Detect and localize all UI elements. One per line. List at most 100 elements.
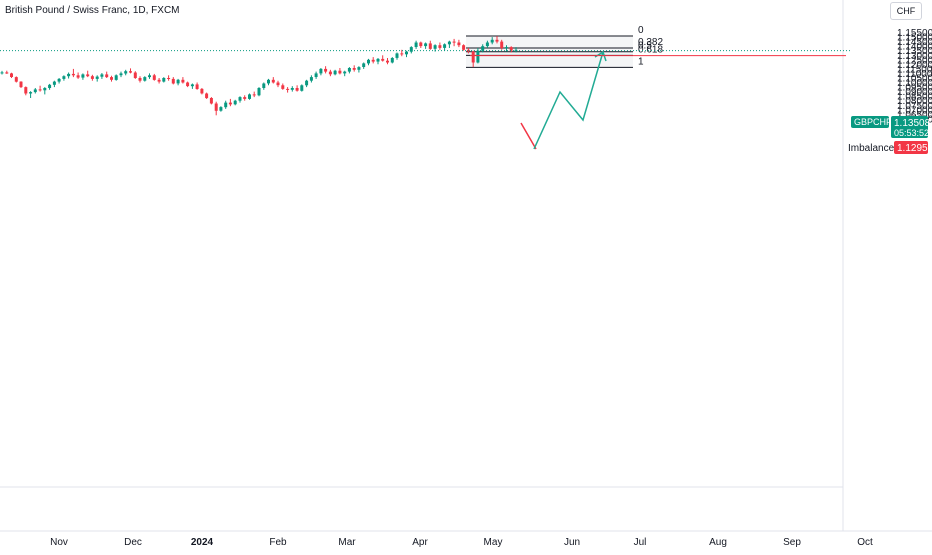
candle-body (90, 76, 94, 79)
candle-body (457, 42, 461, 46)
candle-body (110, 77, 113, 80)
y-tick-label: 1.11000 (897, 69, 932, 80)
candle-body (471, 51, 475, 63)
candle-body (347, 68, 351, 72)
candle-body (186, 82, 190, 87)
candle-body (200, 88, 204, 94)
fib-level-label: 0.618 (638, 44, 663, 55)
candle-body (371, 59, 375, 62)
candle-body (405, 51, 408, 55)
candle-body (309, 77, 313, 81)
imbalance-price: 1.12957 (897, 143, 932, 154)
candle-body (148, 75, 151, 78)
candle-body (438, 45, 442, 48)
y-tick-label: 1.08500 (897, 92, 932, 103)
candle-body (243, 97, 247, 99)
candle-body (362, 63, 366, 67)
candle-body (248, 94, 251, 99)
candle-body (281, 85, 285, 89)
candle-body (86, 74, 90, 77)
candle-body (143, 77, 147, 81)
candle-body (286, 88, 290, 90)
candle-body (424, 43, 428, 47)
candle-body (5, 72, 9, 74)
candle-body (95, 76, 99, 79)
fib-level-label: 0.382 (638, 37, 663, 48)
candle-body (105, 74, 109, 78)
x-tick-label: Mar (338, 537, 356, 548)
y-tick-label: 1.10000 (897, 78, 932, 89)
candle-body (14, 77, 18, 82)
imbalance-price-badge (894, 141, 928, 154)
time-axis[interactable]: Nov Dec 2024 Feb Mar Apr May Jun Jul Aug Sep Oct (50, 537, 873, 548)
candles (0, 36, 518, 116)
candle-body (257, 88, 261, 96)
ticker-badge (851, 116, 889, 128)
candle-body (157, 79, 161, 82)
candle-body (509, 47, 513, 51)
candle-body (114, 75, 118, 80)
candle-body (476, 50, 480, 63)
y-tick-label: 1.07000 (897, 105, 932, 116)
candle-body (181, 79, 185, 83)
candle-body (295, 88, 299, 91)
y-tick-label: 1.14500 (897, 37, 932, 48)
projection-up-path (533, 51, 604, 150)
candle-body (324, 68, 328, 72)
candle-body (29, 92, 33, 94)
candle-body (228, 102, 232, 105)
candle-body (300, 85, 304, 91)
current-price-badge (891, 116, 928, 138)
candle-body (129, 71, 132, 73)
candle-body (290, 88, 294, 90)
candle-body (119, 73, 123, 76)
candle-body (271, 79, 275, 83)
candle-body (71, 73, 75, 76)
candle-body (57, 78, 61, 82)
candle-body (100, 74, 104, 77)
y-tick-label: 1.09000 (897, 87, 932, 98)
candle-body (357, 67, 361, 70)
y-tick-label: 1.09500 (897, 83, 932, 94)
candle-body (414, 42, 418, 47)
candle-body (48, 84, 52, 88)
fib-level-label: 0 (638, 25, 644, 36)
candle-body (38, 89, 42, 91)
price-lines (0, 50, 851, 57)
candle-body (167, 78, 171, 79)
imbalance-marker: Imbalance 1.12957 (848, 141, 932, 154)
candle-body (376, 58, 380, 62)
candle-body (162, 78, 166, 82)
candle-body (205, 93, 209, 99)
y-tick-label: 1.06500 (897, 110, 932, 121)
x-tick-label: May (484, 537, 503, 548)
y-tick-label: 1.07500 (897, 101, 932, 112)
x-tick-label: Jul (634, 537, 647, 548)
candle-body (462, 45, 466, 50)
fib-level-label: 1 (638, 56, 644, 67)
candle-body (381, 58, 385, 61)
y-tick-label: 1.14000 (897, 42, 932, 53)
y-tick-label: 1.10500 (897, 74, 932, 85)
candle-body (171, 78, 175, 84)
candle-body (452, 41, 456, 43)
currency-button[interactable]: CHF (890, 2, 922, 20)
candle-body (214, 103, 218, 111)
candle-body (238, 97, 242, 101)
candle-body (81, 74, 85, 78)
candle-body (447, 41, 451, 45)
candle-body (328, 71, 332, 75)
y-tick-label: 1.13000 (897, 51, 932, 62)
candle-body (152, 75, 156, 80)
current-price: 1.13508 (894, 118, 931, 129)
price-axis[interactable]: 1.155001.150001.145001.140001.135001.130… (897, 28, 932, 125)
x-tick-label: Dec (124, 537, 142, 548)
y-tick-label: 1.11500 (897, 64, 932, 75)
y-tick-label: 1.12500 (897, 55, 932, 66)
candle-body (390, 58, 394, 63)
candle-body (505, 47, 508, 49)
candle-body (433, 45, 437, 49)
